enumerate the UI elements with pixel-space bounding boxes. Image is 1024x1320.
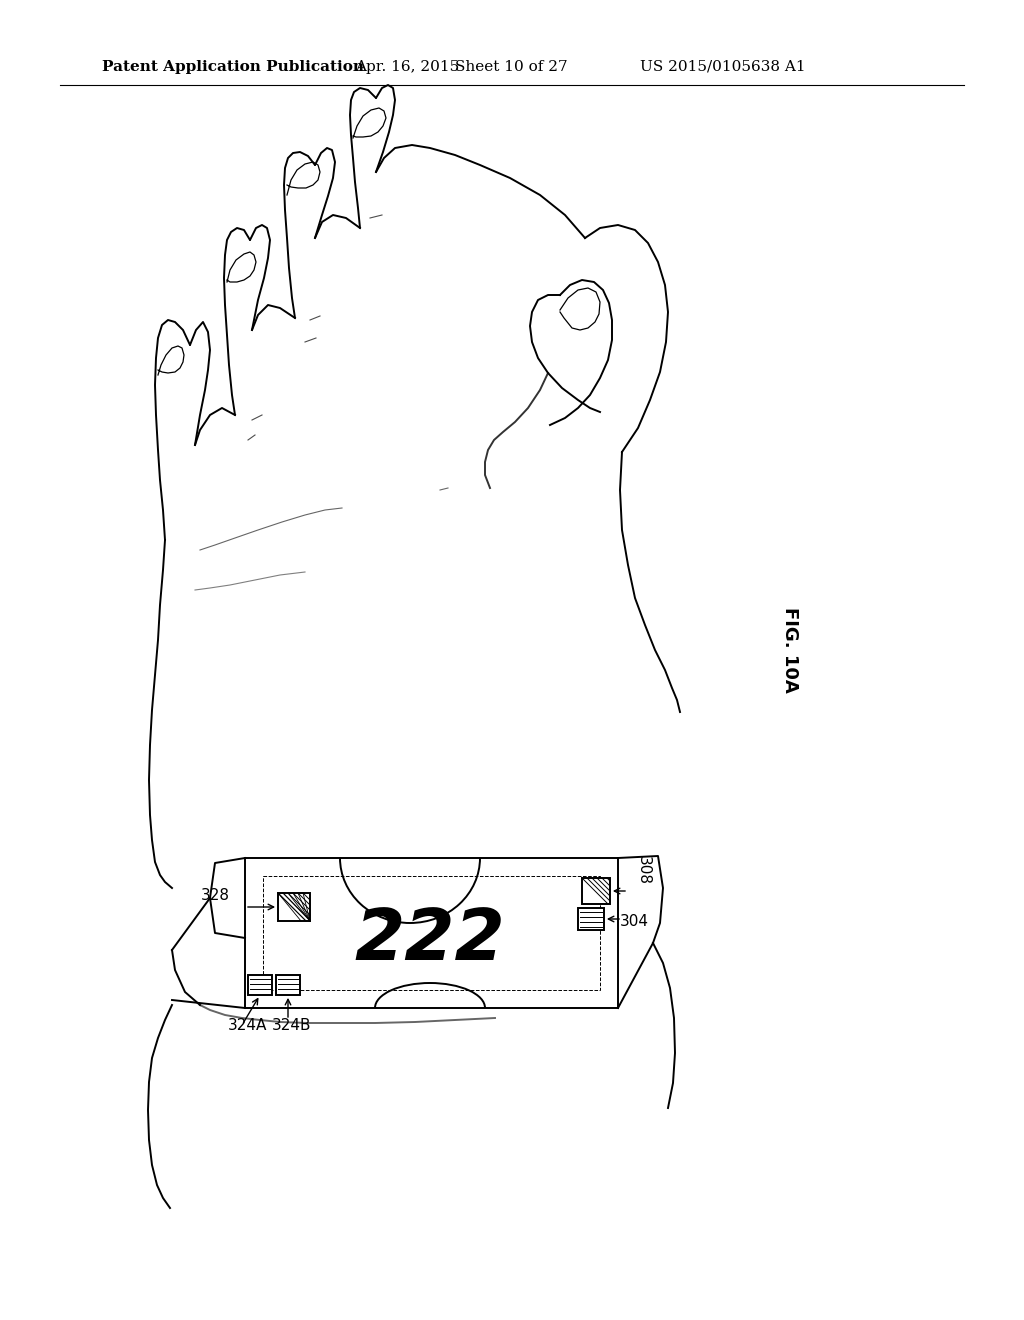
Bar — [578, 908, 604, 931]
Text: 328: 328 — [201, 887, 230, 903]
Text: Apr. 16, 2015: Apr. 16, 2015 — [355, 59, 459, 74]
Bar — [278, 894, 310, 921]
Bar — [582, 878, 610, 904]
FancyBboxPatch shape — [245, 858, 618, 1008]
Bar — [263, 876, 600, 990]
Text: US 2015/0105638 A1: US 2015/0105638 A1 — [640, 59, 806, 74]
Text: 308: 308 — [636, 855, 651, 884]
Text: Patent Application Publication: Patent Application Publication — [102, 59, 364, 74]
Bar — [248, 975, 272, 995]
Text: Sheet 10 of 27: Sheet 10 of 27 — [455, 59, 567, 74]
Text: 304: 304 — [620, 915, 649, 929]
Text: 324B: 324B — [272, 1018, 311, 1034]
Text: 222: 222 — [354, 906, 506, 974]
Text: 324A: 324A — [228, 1018, 267, 1034]
Text: FIG. 10A: FIG. 10A — [781, 607, 799, 693]
Bar — [276, 975, 300, 995]
